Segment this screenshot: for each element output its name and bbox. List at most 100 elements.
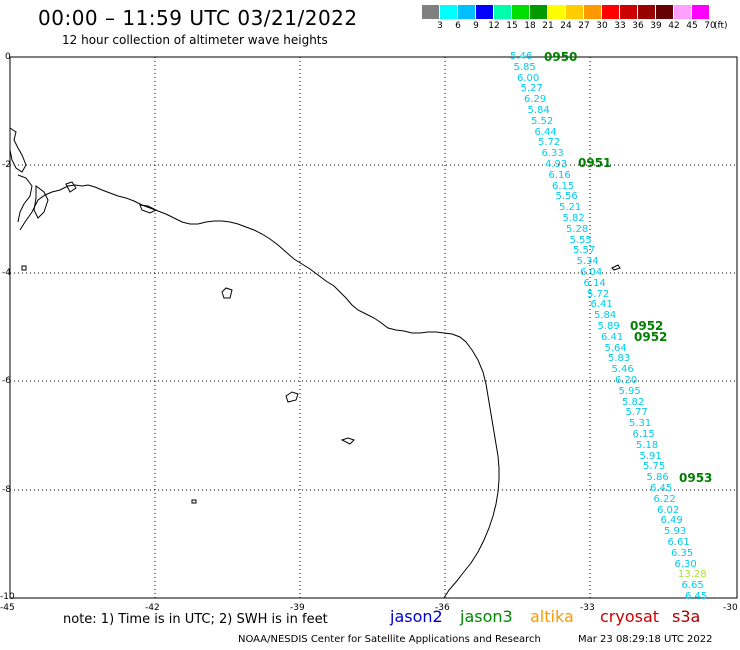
- satellite-s3a: s3a: [672, 607, 701, 626]
- lon-label-33: -33: [580, 603, 595, 613]
- credit-line: NOAA/NESDIS Center for Satellite Applica…: [238, 634, 541, 645]
- map-frame: [9, 56, 738, 599]
- wave-height-value: 5.86: [646, 472, 669, 484]
- legend-label: 27: [578, 21, 590, 31]
- wave-height-value: 4.93: [545, 159, 568, 170]
- lon-label-36: -36: [435, 603, 450, 613]
- time-label: 0951: [578, 156, 612, 170]
- map-subtitle: 12 hour collection of altimeter wave hei…: [62, 33, 328, 47]
- lon-label-45: -45: [0, 603, 15, 613]
- legend-label: 30: [596, 21, 608, 31]
- wave-height-value: 6.04: [580, 267, 603, 278]
- time-label: 0952: [630, 319, 664, 333]
- legend-swatch: [494, 5, 511, 19]
- wave-height-value: 6.41: [601, 331, 624, 343]
- wave-height-value: 5.82: [622, 396, 645, 408]
- wave-height-value: 5.85: [513, 61, 536, 73]
- island-far-east: [611, 264, 621, 271]
- legend-label: 12: [488, 21, 500, 31]
- wave-height-value: 5.21: [559, 202, 582, 214]
- legend-swatch: [458, 5, 475, 19]
- wave-height-value: 5.83: [608, 353, 631, 365]
- legend-label: 42: [668, 21, 680, 31]
- legend-swatch: [602, 5, 619, 19]
- legend-swatch: [584, 5, 601, 19]
- wave-height-value: 5.18: [636, 439, 659, 451]
- time-label: 0952: [634, 330, 668, 344]
- atol-das-rocas-1: [221, 287, 233, 299]
- satellite-jason2: jason2: [390, 607, 443, 626]
- lon-label-42: -42: [145, 603, 160, 613]
- island-nw-2: [17, 174, 33, 223]
- lat-label-10: -10: [0, 592, 15, 602]
- footnote: note: 1) Time is in UTC; 2) SWH is in fe…: [63, 612, 328, 627]
- wave-height-value: 5.84: [527, 105, 550, 116]
- wave-height-value: 6.45: [685, 591, 708, 602]
- wave-height-value: 6.14: [583, 277, 606, 289]
- wave-height-value: 5.57: [573, 245, 596, 257]
- wave-height-value: 6.41: [590, 299, 613, 311]
- wave-height-value: 5.82: [562, 213, 585, 224]
- island-west-tiny: [21, 265, 27, 271]
- marajo-bay-islands: [139, 204, 158, 214]
- wave-height-value: 6.00: [517, 72, 540, 84]
- wave-height-value: 5.56: [555, 191, 578, 203]
- legend-swatch: [674, 5, 691, 19]
- legend-unit: (ft): [714, 21, 728, 31]
- wave-height-value: 5.93: [664, 526, 687, 538]
- legend-label: 9: [473, 21, 479, 31]
- legend-swatch: [638, 5, 655, 19]
- legend-label: 24: [560, 21, 572, 31]
- legend-swatch: [476, 5, 493, 19]
- wave-height-value: 6.02: [657, 504, 680, 516]
- coastline: [9, 127, 621, 599]
- wave-height-value: 6.45: [650, 483, 673, 494]
- legend-label: 45: [686, 21, 698, 31]
- wave-height-value: 6.15: [552, 180, 575, 192]
- legend-label: 21: [542, 21, 554, 31]
- lon-label-30: -30: [723, 603, 738, 613]
- legend-swatch: [620, 5, 637, 19]
- map-title: 00:00 – 11:59 UTC 03/21/2022: [38, 6, 358, 30]
- lat-label-6: -6: [2, 376, 11, 386]
- wave-height-value: 6.29: [524, 94, 547, 106]
- wave-height-value: 6.15: [632, 429, 655, 440]
- wave-height-value: 5.75: [643, 461, 666, 473]
- island-east-1: [340, 437, 355, 445]
- legend-label: 18: [524, 21, 536, 31]
- legend-label: 39: [650, 21, 662, 31]
- lat-label-0: 0: [5, 52, 11, 62]
- wave-height-value: 5.72: [538, 137, 561, 149]
- lat-label-2: -2: [2, 160, 11, 170]
- wave-height-value: 5.77: [625, 407, 648, 419]
- island-nw-4: [65, 181, 77, 193]
- wave-height-value: 5.84: [594, 310, 617, 322]
- legend-swatch: [566, 5, 583, 19]
- island-nw-1: [9, 127, 27, 173]
- legend-swatch: [512, 5, 529, 19]
- legend-label: 70: [704, 21, 716, 31]
- wave-height-value: 5.55: [569, 234, 592, 246]
- legend-swatch: [548, 5, 565, 19]
- wave-height-value: 5.27: [520, 83, 543, 95]
- wave-height-value: 5.72: [587, 288, 610, 300]
- lon-label-39: -39: [290, 603, 305, 613]
- legend-label: 6: [455, 21, 461, 31]
- wave-height-value: 5.91: [639, 450, 662, 462]
- wave-height-value: 13.28: [678, 569, 707, 581]
- wave-height-value: 5.31: [629, 418, 652, 430]
- wave-height-value: 6.33: [541, 148, 564, 160]
- wave-height-value: 5.64: [604, 342, 627, 354]
- wave-height-value: 5.46: [510, 51, 533, 62]
- satellite-cryosat: cryosat: [600, 607, 660, 626]
- legend-swatch: [422, 5, 439, 19]
- wave-height-value: 6.49: [660, 515, 683, 527]
- satellite-jason3: jason3: [460, 607, 513, 626]
- legend-swatch: [440, 5, 457, 19]
- legend-swatch: [656, 5, 673, 19]
- legend-label: 36: [632, 21, 644, 31]
- wave-height-value: 6.44: [534, 126, 557, 138]
- lat-label-4: -4: [2, 268, 11, 278]
- fernando-de-noronha: [285, 391, 299, 403]
